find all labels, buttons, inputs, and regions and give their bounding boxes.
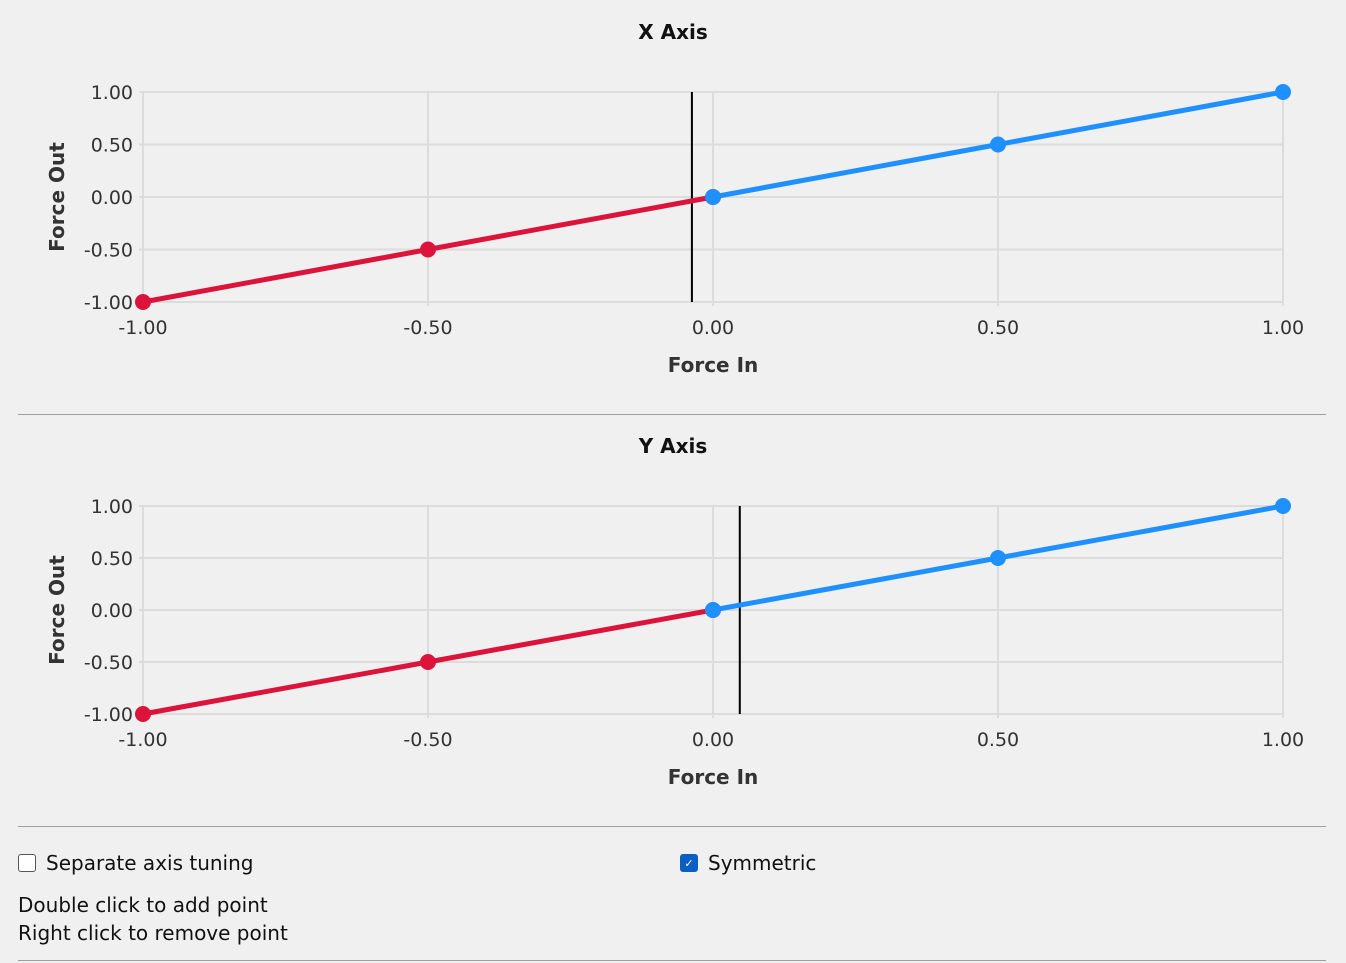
divider [18,826,1326,827]
y-tick-label: 0.50 [91,135,133,157]
curve-point-positive[interactable] [990,550,1006,566]
chart-title: X Axis [638,20,708,44]
chart-title: Y Axis [638,434,708,458]
x-tick-label: 1.00 [1262,729,1304,751]
y-tick-label: -1.00 [84,704,133,726]
hint-add-point: Double click to add point [18,893,268,917]
x-axis-chart-svg[interactable]: X Axis -1.00 -0.50 0.00 0.50 1.00 1.00 0.50 0.00… [0,0,1346,414]
x-tick-label: -1.00 [118,317,167,339]
y-tick-label: -1.00 [84,292,133,314]
y-tick-label: 0.00 [91,187,133,209]
y-axis-label: Force Out [45,142,69,252]
y-tick-label: 1.00 [91,82,133,104]
y-tick-label: -0.50 [84,652,133,674]
curve-point-positive[interactable] [1275,498,1291,514]
y-axis-chart[interactable]: Y Axis -1.00 -0.50 0.00 0.50 1.00 1.00 0.50 0.00… [0,414,1346,828]
curve-point-negative[interactable] [420,654,436,670]
x-tick-label: 0.00 [692,317,734,339]
separate-axis-label: Separate axis tuning [46,851,254,875]
y-tick-label: 0.50 [91,548,133,570]
curve-point-negative[interactable] [135,706,151,722]
symmetric-label: Symmetric [708,851,817,875]
y-tick-label: 1.00 [91,496,133,518]
x-tick-label: 0.50 [977,729,1019,751]
x-tick-label: 0.50 [977,317,1019,339]
separate-axis-checkbox[interactable]: Separate axis tuning [18,851,253,875]
y-tick-label: 0.00 [91,600,133,622]
symmetric-checkbox[interactable]: ✓ Symmetric [680,851,816,875]
curve-point-positive[interactable] [705,189,721,205]
curve-point-negative[interactable] [135,294,151,310]
curve-point-positive[interactable] [1275,84,1291,100]
x-tick-label: -0.50 [403,729,452,751]
x-tick-label: -0.50 [403,317,452,339]
checkbox-unchecked-icon[interactable] [18,854,36,872]
hint-remove-point: Right click to remove point [18,921,288,945]
checkbox-checked-icon[interactable]: ✓ [680,854,698,872]
x-axis-chart[interactable]: X Axis -1.00 -0.50 0.00 0.50 1.00 1.00 0.50 0.00… [0,0,1346,414]
x-axis-label: Force In [668,353,759,377]
curve-point-positive[interactable] [705,602,721,618]
divider [18,414,1326,415]
y-axis-chart-svg[interactable]: Y Axis -1.00 -0.50 0.00 0.50 1.00 1.00 0.50 0.00… [0,414,1346,828]
x-tick-label: -1.00 [118,729,167,751]
y-tick-label: -0.50 [84,240,133,262]
curve-point-negative[interactable] [420,241,436,258]
x-tick-label: 1.00 [1262,317,1304,339]
curve-point-positive[interactable] [990,136,1006,153]
y-axis-label: Force Out [45,555,69,665]
x-axis-label: Force In [668,765,759,789]
x-tick-label: 0.00 [692,729,734,751]
divider [18,960,1326,961]
